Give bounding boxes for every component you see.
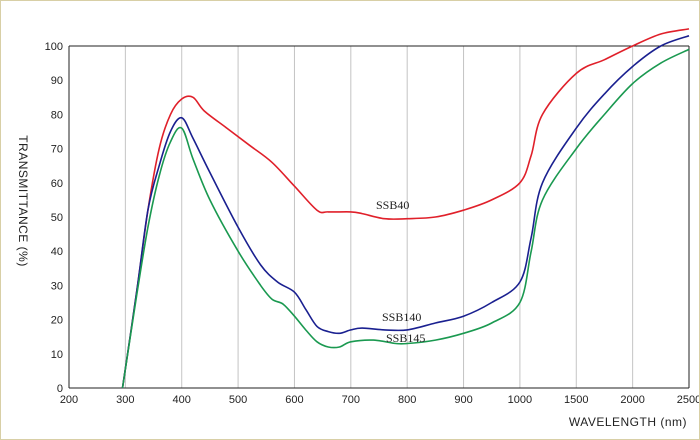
axes <box>68 45 690 389</box>
series-line-ssb40 <box>121 28 690 389</box>
y-tick-label-40: 40 <box>51 246 63 258</box>
x-tick-label-700: 700 <box>342 394 360 406</box>
x-tick-label-1500: 1500 <box>564 394 588 406</box>
y-tick-label-100: 100 <box>45 41 63 53</box>
x-tick-label-800: 800 <box>398 394 416 406</box>
y-axis-title: TRANSMITTANCE (%) <box>16 135 30 267</box>
x-tick-label-300: 300 <box>116 394 134 406</box>
x-axis-title: WAVELENGTH (nm) <box>569 415 687 429</box>
x-tick-label-400: 400 <box>173 394 191 406</box>
y-tick-label-60: 60 <box>51 178 63 190</box>
x-tick-label-900: 900 <box>454 394 472 406</box>
y-tick-label-10: 10 <box>51 349 63 361</box>
x-tick-label-2000: 2000 <box>620 394 644 406</box>
series-labels: SSB40 SSB140 SSB145 <box>376 198 425 345</box>
y-tick-label-30: 30 <box>51 280 63 292</box>
x-tick-label-200: 200 <box>60 394 78 406</box>
x-tick-label-500: 500 <box>229 394 247 406</box>
grid <box>124 46 634 388</box>
y-tick-labels: 0 10 20 30 40 50 60 70 80 90 100 <box>45 41 63 395</box>
x-tick-label-2500: 2500 <box>677 394 699 406</box>
series-lines <box>121 28 690 389</box>
x-tick-label-600: 600 <box>285 394 303 406</box>
x-tick-label-1000: 1000 <box>508 394 532 406</box>
y-tick-label-70: 70 <box>51 144 63 156</box>
y-tick-label-90: 90 <box>51 75 63 87</box>
y-tick-label-20: 20 <box>51 315 63 327</box>
series-label-ssb40: SSB40 <box>376 198 409 212</box>
series-line-ssb145 <box>121 48 690 389</box>
series-label-ssb145: SSB145 <box>386 331 425 345</box>
x-tick-labels: 200 300 400 500 600 700 800 900 1000 1500 2000 2500 <box>60 394 699 406</box>
y-tick-label-80: 80 <box>51 109 63 121</box>
y-tick-label-0: 0 <box>57 383 63 395</box>
series-line-ssb140 <box>121 34 690 389</box>
series-label-ssb140: SSB140 <box>382 310 421 324</box>
y-tick-label-50: 50 <box>51 212 63 224</box>
